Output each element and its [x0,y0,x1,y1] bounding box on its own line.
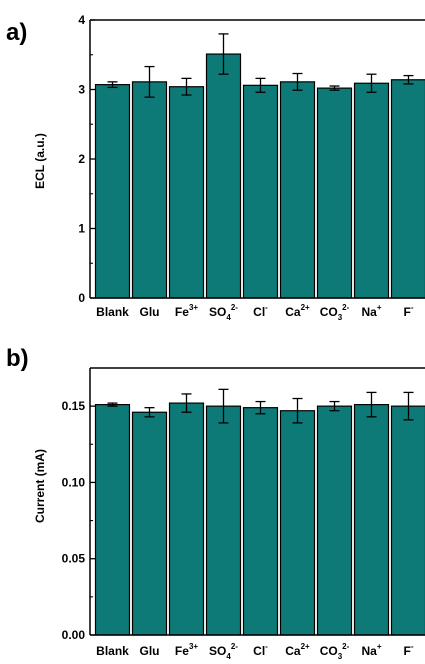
panel-a-bars [94,53,425,299]
panel-b-y-tick-label: 0.15 [62,399,86,413]
panel-a-x-labels: Blank Glu Fe3+ SO42- Cl- Ca2+ CO32- Na+ F- [96,303,414,322]
panel-a-x-label-9: F- [403,303,413,319]
panel-a-y-tick-label: 1 [78,222,85,236]
panel-b-error-bar-5 [255,400,266,415]
panel-b-x-label-7: CO32- [320,642,350,661]
panel-a-error-bar-4 [218,33,229,75]
panel-a-x-label-1: Blank [96,305,129,319]
panel-a-label: a) [6,19,27,46]
panel-a-error-bar-8 [366,73,377,93]
panel-b-bar-7 [316,405,353,636]
panel-a-bar-3 [168,86,205,299]
panel-b-error-bar-9 [403,391,414,421]
panel-a-x-label-6: Ca2+ [285,303,310,319]
panel-b-bar-4 [205,405,242,636]
panel-b-y-axis-title: Current (mA) [33,449,47,523]
panel-b: b) Current (mA) 0.00 0.05 0.10 0.15 Blank Gl… [6,345,425,661]
panel-a-bar-4 [205,53,242,299]
panel-b-axes [89,367,425,636]
panel-b-error-bar-7 [329,400,340,412]
panel-a-error-bar-3 [181,77,192,96]
panel-a-x-label-7: CO32- [320,303,350,322]
panel-b-x-label-5: Cl- [253,642,268,658]
panel-a-bar-2 [131,81,168,299]
panel-b-error-bar-6 [292,397,303,424]
panel-b-x-label-3: Fe3+ [175,642,198,658]
panel-a-y-ticks: 0 1 2 3 4 [78,13,95,305]
panel-a-error-bar-6 [292,72,303,91]
panel-a-x-label-2: Glu [140,305,160,319]
panel-b-x-label-6: Ca2+ [285,642,310,658]
panel-b-error-bar-2 [144,407,155,418]
panel-b-bar-2 [131,411,168,636]
panel-a-bar-5 [242,84,279,299]
panel-a-error-bar-2 [144,65,155,98]
panel-b-y-tick-label: 0.00 [62,628,86,642]
panel-a-x-label-5: Cl- [253,303,268,319]
panel-a-bar-1 [94,84,131,299]
panel-b-bar-8 [353,404,390,636]
panel-a-bar-9 [390,79,425,299]
panel-b-y-ticks: 0.00 0.05 0.10 0.15 [62,399,95,642]
panel-a-error-bar-7 [329,85,340,91]
panel-b-bar-9 [390,405,425,636]
panel-b-error-bar-1 [107,402,118,407]
panel-a-x-label-4: SO42- [209,303,238,322]
panel-b-bars [94,402,425,636]
panel-b-bar-3 [168,402,205,636]
panel-b-x-labels: Blank Glu Fe3+ SO42- Cl- Ca2+ CO32- Na+ F- [96,642,414,661]
panel-b-x-label-2: Glu [140,644,160,658]
panel-b-x-label-9: F- [403,642,413,658]
panel-b-bar-6 [279,410,316,636]
panel-b-x-label-1: Blank [96,644,129,658]
panel-a: a) ECL (a.u.) 0 1 2 3 4 Blank Glu Fe3+ SO42- Cl-… [6,13,425,322]
panel-b-label: b) [6,345,29,372]
panel-a-error-bar-5 [255,77,266,93]
panel-a-x-label-3: Fe3+ [175,303,198,319]
panel-b-bar-5 [242,407,279,636]
panel-b-x-label-4: SO42- [209,642,238,661]
panel-a-bar-6 [279,81,316,299]
panel-a-y-axis-title: ECL (a.u.) [33,133,47,189]
panel-a-y-tick-label: 4 [78,13,85,27]
panel-a-error-bar-9 [403,74,414,85]
panel-b-x-label-8: Na+ [361,642,381,658]
panel-b-error-bar-8 [366,391,377,418]
panel-a-bar-7 [316,87,353,299]
panel-b-y-tick-label: 0.10 [62,475,86,489]
panel-b-error-bar-3 [181,393,192,413]
panel-b-y-tick-label: 0.05 [62,552,86,566]
panel-a-y-tick-label: 3 [78,83,85,97]
panel-a-y-tick-label: 0 [78,291,85,305]
panel-b-error-bars [107,388,414,424]
panel-a-y-tick-label: 2 [78,152,85,166]
panel-a-error-bar-1 [107,81,118,89]
panel-b-bar-1 [94,404,131,636]
panel-a-bar-8 [353,82,390,299]
panel-b-error-bar-4 [218,388,229,424]
panel-a-x-label-8: Na+ [361,303,381,319]
panel-a-error-bars [107,33,414,98]
